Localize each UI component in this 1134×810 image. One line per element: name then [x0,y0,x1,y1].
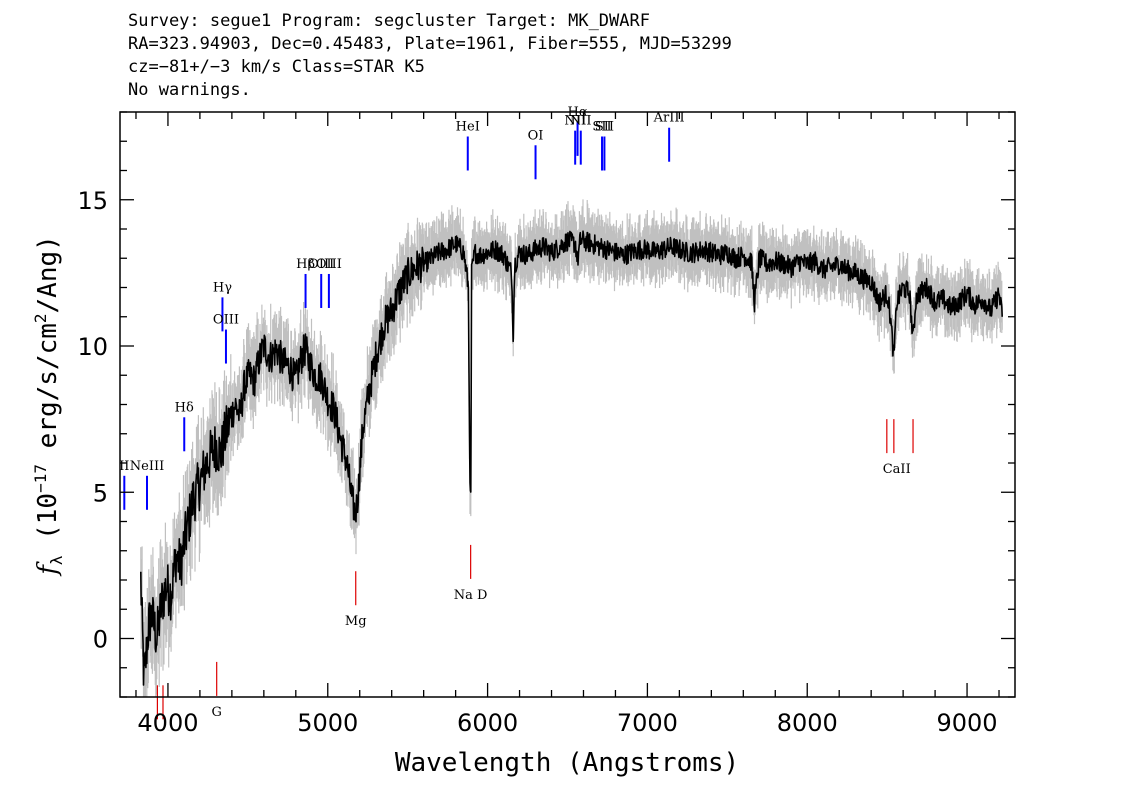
emission-line-label: NII [564,114,586,129]
absorption-line-label: Mg [345,614,367,629]
emission-line-label: OIII [316,257,342,272]
emission-line-label: NII [570,114,592,129]
axis-ticks: 4000 5000 6000 7000 8000 9000 0 5 10 15 [77,111,1015,737]
emission-line-label: SII [592,120,611,135]
absorption-line-label: CaII [883,462,911,477]
emission-line-label: ArIII [653,111,685,126]
header-coordinates-line: RA=323.94903, Dec=0.45483, Plate=1961, F… [128,34,732,54]
emission-line-label: NeIII [130,459,164,474]
x-tick-label: 9000 [937,709,998,737]
emission-line-label: OIII [213,313,239,328]
x-tick-label: 6000 [457,709,518,737]
absorption-line-label: Na D [454,588,488,603]
y-tick-label: 10 [77,333,108,361]
emission-line-label: SII [595,120,614,135]
flux-series [140,230,1003,686]
emission-line-label: OIII [308,257,334,272]
x-axis-title: Wavelength (Angstroms) [395,748,739,778]
y-axis-title: fλ (10−17 erg/s/cm2/Ang) [31,235,66,577]
y-tick-label: 15 [77,187,108,215]
x-tick-label: 7000 [617,709,678,737]
emission-line-label: II [119,459,129,474]
header-redshift-line: cz=−81+/−3 km/s Class=STAR K5 [128,57,425,77]
absorption-line-label: G [211,705,221,720]
y-tick-label: 5 [93,479,108,507]
emission-line-label: Hγ [213,280,232,295]
emission-line-label: OI [528,128,544,143]
header-survey-line: Survey: segue1 Program: segcluster Targe… [128,11,650,31]
header-warnings-line: No warnings. [128,80,251,100]
x-tick-label: 5000 [297,709,358,737]
x-tick-label: 8000 [777,709,838,737]
y-tick-label: 0 [93,626,108,654]
x-tick-label: 4000 [137,709,198,737]
spectrum-header: Survey: segue1 Program: segcluster Targe… [128,10,732,102]
flux-line [140,230,1003,686]
svg-text:fλ (10−17 erg/s/cm2/Ang): fλ (10−17 erg/s/cm2/Ang) [31,235,66,577]
emission-line-label: HeI [456,120,480,135]
emission-line-label: Hδ [175,400,194,415]
emission-line-label: Hβ [296,257,315,272]
